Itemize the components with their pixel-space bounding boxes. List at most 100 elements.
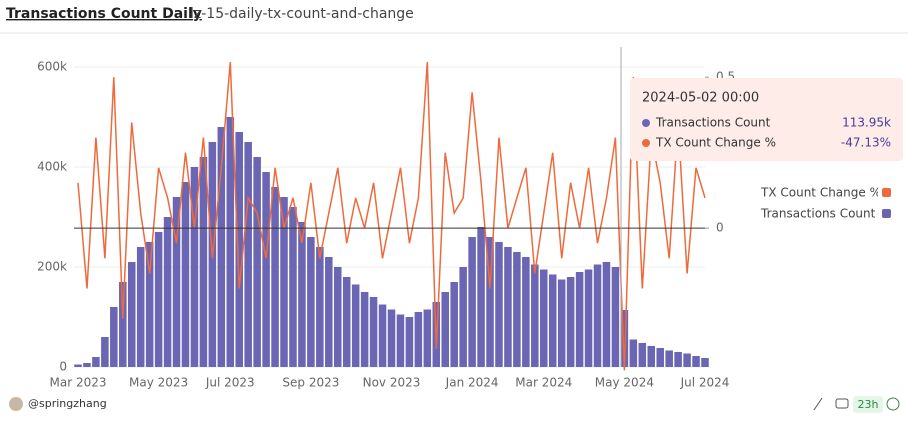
bar <box>307 237 315 367</box>
legend: TX Count Change % Transactions Count <box>760 186 881 221</box>
bar <box>477 227 485 367</box>
age: 23h <box>858 398 879 411</box>
bar <box>629 339 638 367</box>
bar <box>638 343 647 367</box>
bar <box>692 356 700 367</box>
bar <box>683 353 691 367</box>
legend-swatch <box>882 209 891 218</box>
bar <box>235 132 243 367</box>
tooltip-value: -47.13% <box>841 136 891 150</box>
legend-label: Transactions Count <box>760 207 876 221</box>
bar <box>119 282 127 367</box>
bar <box>513 252 521 367</box>
tooltip-swatch <box>642 119 650 127</box>
bar <box>486 237 494 367</box>
x-tick-label: Nov 2023 <box>363 376 421 390</box>
tooltip-date: 2024-05-02 00:00 <box>642 91 759 106</box>
query-name: lz-15-daily-tx-count-and-change <box>190 6 414 22</box>
bar <box>136 247 145 367</box>
bar <box>531 264 539 367</box>
bar <box>369 297 378 367</box>
bar <box>92 357 100 367</box>
y-tick-label: 600k <box>37 60 67 74</box>
tooltip: 2024-05-02 00:00 Transactions Count 113.… <box>630 78 903 161</box>
bar <box>262 172 270 367</box>
bar <box>127 262 136 367</box>
x-tick-label: Mar 2024 <box>515 376 572 390</box>
bar <box>405 317 414 367</box>
bar <box>396 314 405 367</box>
bar <box>199 157 208 367</box>
bar <box>378 304 387 367</box>
bar <box>298 222 306 367</box>
bar <box>83 363 91 367</box>
x-tick-label: May 2024 <box>595 376 654 390</box>
bar <box>316 247 324 367</box>
bar <box>181 182 190 367</box>
bar <box>441 292 450 367</box>
avatar <box>9 397 23 411</box>
bar <box>584 269 593 367</box>
share-icon[interactable] <box>813 397 823 411</box>
bar <box>665 350 673 367</box>
bar <box>360 292 369 367</box>
bar <box>593 264 602 367</box>
bar <box>540 269 548 367</box>
bar <box>557 279 566 367</box>
bar <box>217 127 226 367</box>
bar <box>253 157 261 367</box>
status-icon <box>886 397 900 411</box>
bar <box>566 277 575 367</box>
bar <box>172 197 181 367</box>
bar <box>190 167 199 367</box>
legend-label: TX Count Change % <box>760 186 881 200</box>
bar <box>414 312 423 367</box>
bar <box>575 272 584 367</box>
tooltip-value: 113.95k <box>842 116 891 130</box>
y-tick-label: 0 <box>59 360 67 374</box>
bar <box>647 346 656 367</box>
bar <box>145 242 154 367</box>
bar <box>342 277 351 367</box>
bar <box>674 352 682 367</box>
legend-swatch <box>882 188 891 197</box>
x-tick-label: Mar 2023 <box>50 376 107 390</box>
bar <box>522 257 530 367</box>
chart-title[interactable]: Transactions Count Daily <box>6 6 202 22</box>
bar <box>325 257 333 367</box>
bar <box>504 247 512 367</box>
x-tick-label: Jul 2024 <box>680 376 730 390</box>
x-tick-label: Jul 2023 <box>205 376 255 390</box>
age-badge <box>853 396 883 413</box>
camera-icon[interactable] <box>835 398 849 409</box>
tooltip-label: TX Count Change % <box>655 136 776 150</box>
bar <box>423 309 432 367</box>
bar <box>620 310 629 367</box>
bar <box>110 307 118 367</box>
bar <box>450 282 458 367</box>
bar <box>656 348 664 367</box>
bar <box>101 337 109 367</box>
bar <box>459 267 467 367</box>
bar <box>611 267 620 367</box>
tooltip-swatch <box>642 139 650 147</box>
bar <box>602 262 611 367</box>
y-tick-label: 200k <box>37 260 67 274</box>
bar <box>701 358 709 367</box>
bar <box>468 237 476 367</box>
bar <box>226 117 235 367</box>
bar <box>280 197 288 367</box>
y2-tick-label: 0 <box>716 221 724 235</box>
bar <box>163 217 172 367</box>
x-tick-label: Sep 2023 <box>282 376 339 390</box>
tooltip-box <box>630 78 903 161</box>
x-tick-label: May 2023 <box>129 376 188 390</box>
bar <box>387 309 396 367</box>
bar <box>495 242 503 367</box>
bar <box>271 187 279 367</box>
author[interactable]: @springzhang <box>28 397 107 410</box>
bar <box>548 274 557 367</box>
bar <box>351 284 360 367</box>
